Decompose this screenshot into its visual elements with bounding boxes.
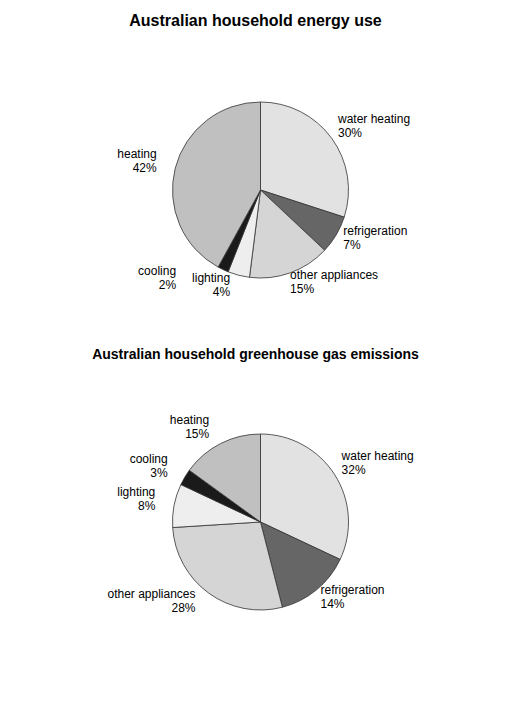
svg-text:cooling3%: cooling3% <box>130 452 168 480</box>
svg-text:other appliances28%: other appliances28% <box>107 587 195 615</box>
svg-text:lighting4%: lighting4% <box>192 271 230 299</box>
svg-text:cooling2%: cooling2% <box>138 264 176 292</box>
svg-text:heating15%: heating15% <box>170 413 210 441</box>
svg-text:other appliances15%: other appliances15% <box>290 268 378 296</box>
html-text:Australian household energy us: Australian household energy use <box>129 12 382 29</box>
svg-text:water heating30%: water heating30% <box>337 112 410 140</box>
svg-text:refrigeration7%: refrigeration7% <box>343 224 407 252</box>
svg-text:water heating32%: water heating32% <box>341 449 414 477</box>
svg-text:lighting8%: lighting8% <box>117 485 155 513</box>
svg-text:refrigeration14%: refrigeration14% <box>321 583 385 611</box>
svg-text:heating42%: heating42% <box>117 147 157 175</box>
html-text:Australian household greenhous: Australian household greenhouse gas emis… <box>92 346 419 362</box>
